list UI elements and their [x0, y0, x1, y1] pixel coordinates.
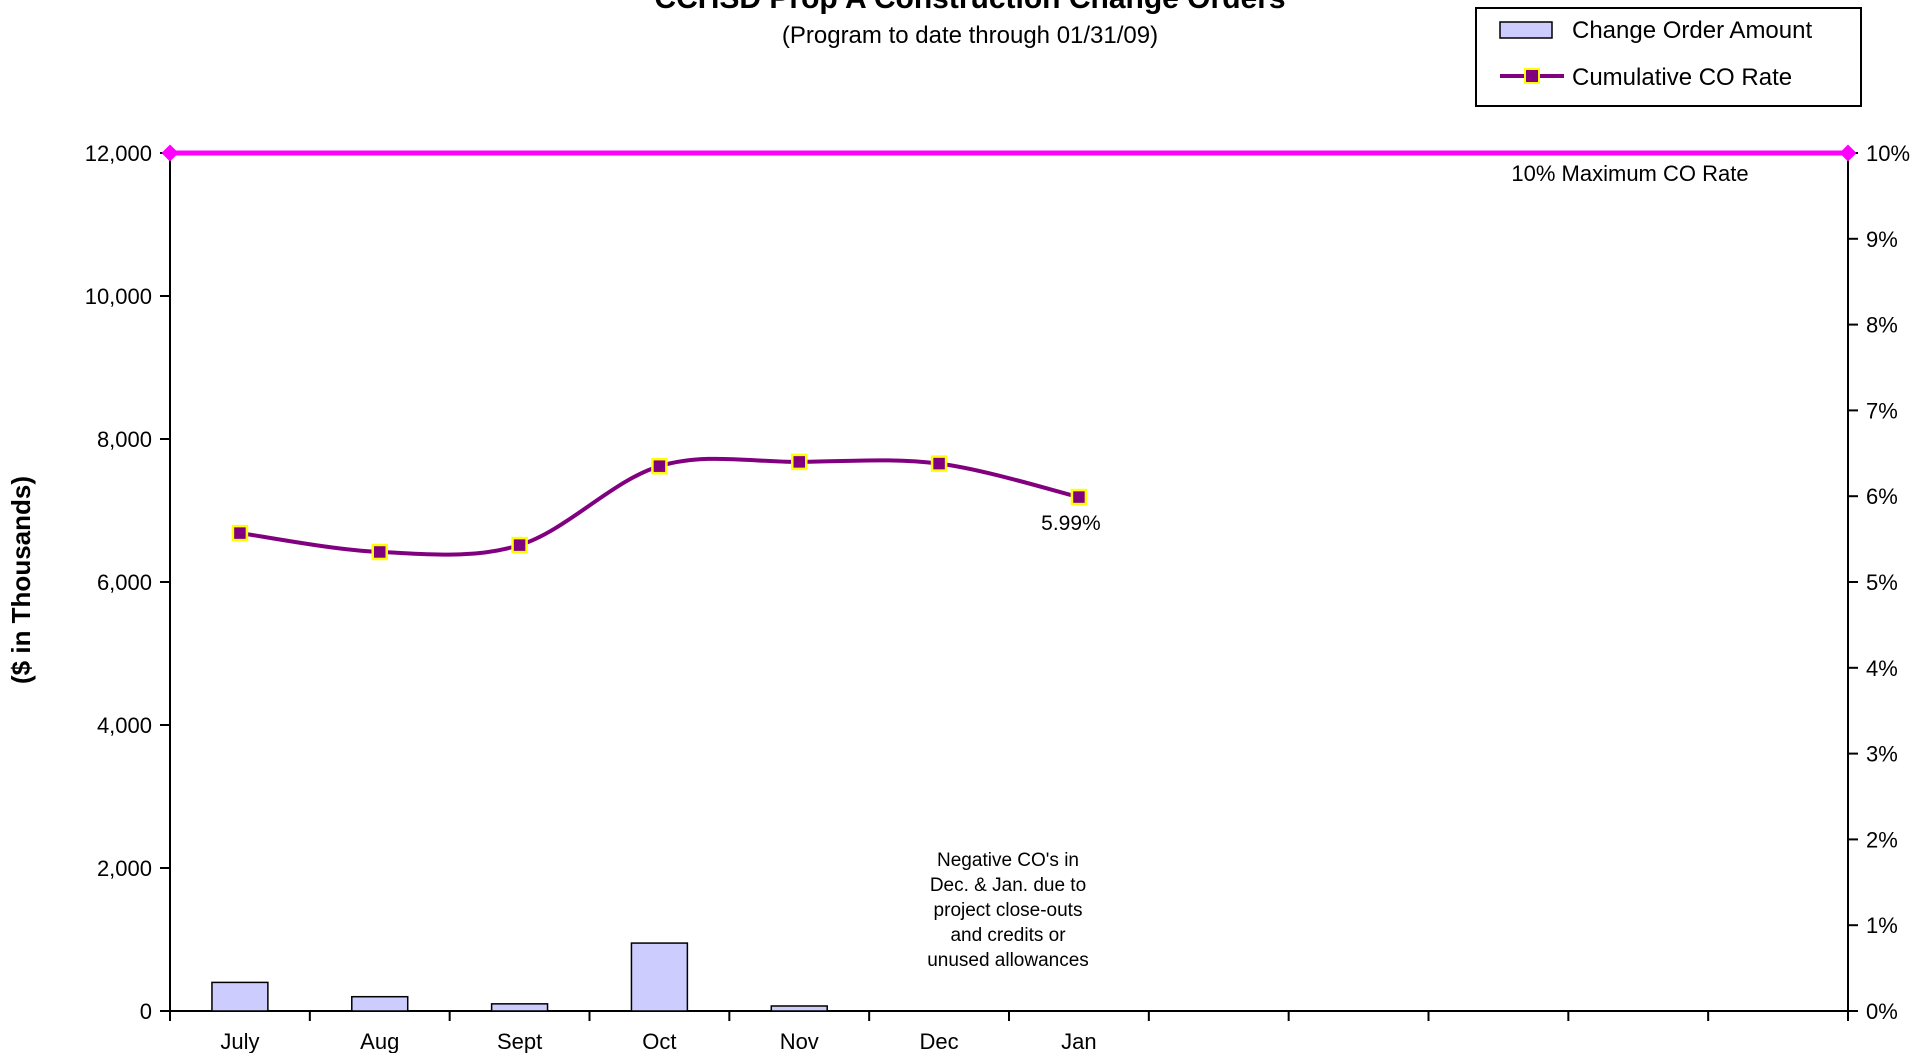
line-point	[1070, 488, 1088, 506]
y-tick-label: 4,000	[97, 713, 152, 738]
bar	[490, 1003, 549, 1012]
y2-tick-label: 10%	[1866, 141, 1910, 166]
annotation-note: Negative CO's in Dec. & Jan. due to proj…	[927, 850, 1089, 971]
max-rate-marker	[1839, 144, 1857, 162]
legend-entry-change-order-amount: Change Order Amount	[1572, 17, 1812, 44]
x-tick-label: Aug	[360, 1029, 399, 1053]
y-axis-label: ($ in Thousands)	[6, 476, 36, 684]
x-tick-label: Sept	[497, 1029, 542, 1053]
bar	[211, 981, 269, 1012]
bar	[351, 995, 409, 1012]
note-line: project close-outs	[934, 900, 1083, 921]
note-line: unused allowances	[927, 950, 1089, 971]
y-tick-label: 6,000	[97, 570, 152, 595]
y-tick-label: 10,000	[85, 284, 152, 309]
y-tick-label: 2,000	[97, 856, 152, 881]
y2-tick-label: 1%	[1866, 913, 1898, 938]
chart-subtitle: (Program to date through 01/31/09)	[782, 22, 1158, 49]
max-rate-marker	[161, 144, 179, 162]
legend-bar-swatch-icon	[1499, 21, 1553, 39]
y2-tick-label: 6%	[1866, 484, 1898, 509]
bar	[630, 942, 689, 1012]
line-point	[231, 524, 249, 542]
line-point	[651, 457, 668, 475]
line-point	[791, 453, 808, 471]
y2-tick-label: 9%	[1866, 227, 1898, 252]
plot-area: 0 2,000 4,000 6,000 8,000 10,000 12,000 0% 1% 2% 3…	[85, 141, 1910, 1053]
bar	[770, 1005, 828, 1012]
y-tick-label: 0	[140, 999, 152, 1024]
y2-tick-label: 3%	[1866, 742, 1898, 767]
data-label: 5.99%	[1041, 512, 1101, 535]
y2-tick-label: 4%	[1866, 656, 1898, 681]
line-point	[511, 536, 528, 554]
legend: Change Order Amount Cumulative CO Rate	[1475, 7, 1862, 107]
x-tick-label: July	[220, 1029, 259, 1053]
y2-tick-label: 7%	[1866, 398, 1898, 423]
x-tick-label: Nov	[780, 1029, 819, 1053]
note-line: and credits or	[950, 925, 1066, 946]
y2-tick-label: 2%	[1866, 827, 1898, 852]
max-rate-label: 10% Maximum CO Rate	[1511, 161, 1748, 186]
legend-entry-cumulative-co-rate: Cumulative CO Rate	[1572, 64, 1792, 91]
legend-marker-icon	[1524, 68, 1540, 84]
x-tick-label: Oct	[642, 1029, 676, 1053]
x-tick-label: Dec	[920, 1029, 959, 1053]
y2-tick-label: 0%	[1866, 999, 1898, 1024]
y-tick-label: 12,000	[85, 141, 152, 166]
x-tick-label: Jan	[1061, 1029, 1096, 1053]
y2-tick-label: 5%	[1866, 570, 1898, 595]
note-line: Dec. & Jan. due to	[930, 875, 1086, 896]
y2-tick-label: 8%	[1866, 313, 1898, 338]
note-line: Negative CO's in	[937, 850, 1079, 871]
y-tick-label: 8,000	[97, 427, 152, 452]
chart-title: CCHSD Prop A Construction Change Orders	[654, 0, 1285, 15]
line-point	[371, 543, 388, 561]
line-point	[930, 455, 948, 472]
